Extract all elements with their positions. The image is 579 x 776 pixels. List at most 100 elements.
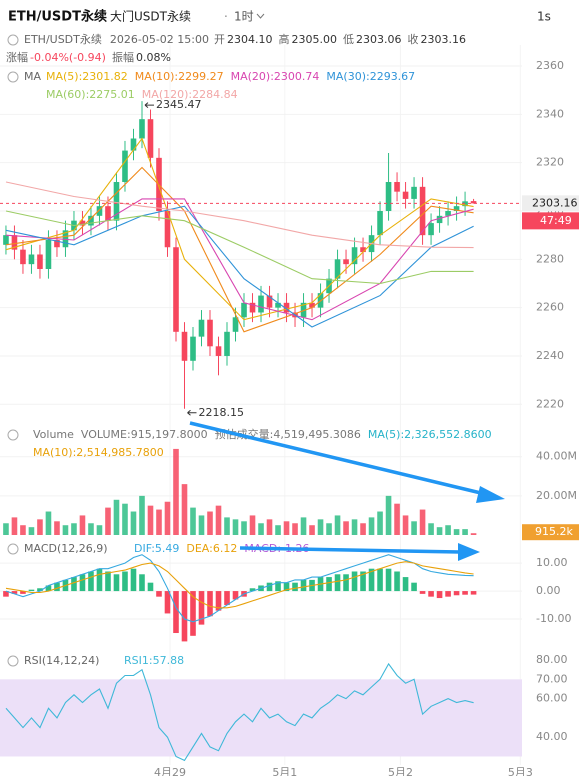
- candle-body: [411, 186, 417, 199]
- candle-body: [88, 215, 94, 226]
- volume-bar: [156, 509, 162, 535]
- volume-bar: [232, 519, 239, 535]
- volume-bar: [139, 495, 145, 535]
- candle-body: [190, 336, 196, 361]
- macd-bar: [385, 568, 392, 592]
- candle-body: [54, 239, 60, 248]
- refresh-rate[interactable]: 1s: [537, 10, 551, 24]
- volume-bar: [394, 503, 400, 535]
- info-text: -0.04%(-0.94): [30, 51, 106, 64]
- candle-body: [20, 249, 26, 265]
- macd-bar: [249, 588, 256, 592]
- candle-body: [45, 239, 52, 269]
- volume-bar: [275, 525, 281, 535]
- info-text: 高: [279, 32, 290, 46]
- macd-bar: [164, 591, 171, 614]
- macd-bar: [139, 574, 145, 592]
- interval[interactable]: 1时: [234, 10, 254, 24]
- y-tick-label: 60.00: [536, 692, 568, 705]
- legend-item: MA(5):2,326,552.8600: [368, 428, 492, 441]
- volume-bar: [105, 507, 111, 535]
- collapse-icon[interactable]: [7, 429, 19, 441]
- volume-bar: [411, 521, 417, 535]
- legend-item: DIF:5.49: [134, 542, 179, 555]
- candle-body: [377, 210, 383, 236]
- y-tick-label: 2220: [536, 397, 564, 410]
- collapse-icon[interactable]: [7, 543, 19, 555]
- x-tick-label: 4月29: [154, 766, 186, 776]
- last-volume-label: 915.2k: [535, 525, 573, 538]
- volume-bar: [453, 529, 460, 535]
- candle-body: [428, 223, 434, 236]
- collapse-icon[interactable]: [7, 71, 19, 83]
- dropdown-icon[interactable]: [256, 13, 265, 19]
- legend-title: MA: [24, 70, 41, 83]
- info-text: 振幅: [112, 50, 134, 64]
- macd-bar: [11, 591, 18, 594]
- candle-body: [241, 302, 247, 318]
- info-text: 2305.00: [292, 33, 338, 46]
- y-tick-label: 80.00: [536, 653, 568, 666]
- volume-bar: [190, 507, 196, 535]
- indicator-line: [5, 166, 474, 333]
- info-text: 2026-05-02 15:00: [110, 33, 209, 46]
- candle-body: [79, 220, 86, 226]
- legend-title: RSI(14,12,24): [24, 654, 99, 667]
- collapse-icon[interactable]: [7, 655, 19, 667]
- macd-bar: [394, 571, 400, 592]
- candle-body: [96, 206, 103, 216]
- info-text: 2304.10: [227, 33, 273, 46]
- candle-body: [258, 295, 264, 313]
- collapse-icon[interactable]: [7, 34, 19, 46]
- indicator-line: [5, 181, 474, 249]
- volume-bar: [113, 499, 120, 535]
- candle-body: [309, 302, 315, 308]
- macd-bar: [20, 591, 26, 594]
- candle-body: [351, 247, 358, 265]
- candle-body: [164, 210, 171, 248]
- macd-bar: [462, 591, 468, 595]
- legend-item: MA(20):2300.74: [231, 70, 320, 83]
- annotation-label: 2345.47: [156, 98, 202, 111]
- y-tick-label: 2240: [536, 349, 564, 362]
- x-tick-label: 5月3: [508, 766, 533, 776]
- symbol[interactable]: ETH/USDT永续: [8, 9, 107, 25]
- candle-body: [275, 302, 281, 308]
- last-price-label: 2303.16: [532, 196, 578, 209]
- volume-bar: [71, 523, 77, 535]
- legend-item: RSI1:57.88: [124, 654, 184, 667]
- candle-body: [215, 346, 222, 356]
- plot-layer: ETH/USDT永续 2026-05-02 15:00 开 2304.10 高 2305.…: [0, 32, 579, 776]
- volume-bar: [436, 527, 443, 535]
- macd-bar: [156, 591, 162, 597]
- volume-bar: [37, 519, 43, 535]
- volume-bar: [351, 519, 358, 535]
- volume-bar: [20, 525, 26, 535]
- volume-bar: [300, 517, 307, 535]
- candle-body: [283, 302, 290, 313]
- info-text: 0.08%: [136, 51, 171, 64]
- legend-item: MA(30):2293.67: [326, 70, 415, 83]
- candle-body: [3, 235, 9, 245]
- y-tick-label: 2360: [536, 59, 564, 72]
- macd-bar: [334, 574, 341, 592]
- indicator-line: [5, 554, 474, 623]
- volume-bar: [62, 525, 69, 535]
- info-text: ETH/USDT永续: [24, 32, 102, 46]
- candle-body: [470, 201, 477, 204]
- volume-bar: [181, 484, 188, 535]
- volume-bar: [241, 521, 247, 535]
- annotation-arrows: [189, 421, 505, 561]
- volume-bar: [428, 523, 434, 535]
- indicator-line: [5, 662, 474, 762]
- macd-bar: [470, 591, 477, 595]
- volume-bar: [445, 525, 451, 535]
- candle-body: [11, 235, 18, 250]
- y-tick-label: 0.00: [536, 584, 561, 597]
- volume-bar: [207, 511, 213, 535]
- volume-bar: [122, 503, 128, 535]
- macd-bar: [377, 568, 383, 592]
- candle-body: [453, 206, 460, 211]
- macd-bar: [283, 582, 290, 592]
